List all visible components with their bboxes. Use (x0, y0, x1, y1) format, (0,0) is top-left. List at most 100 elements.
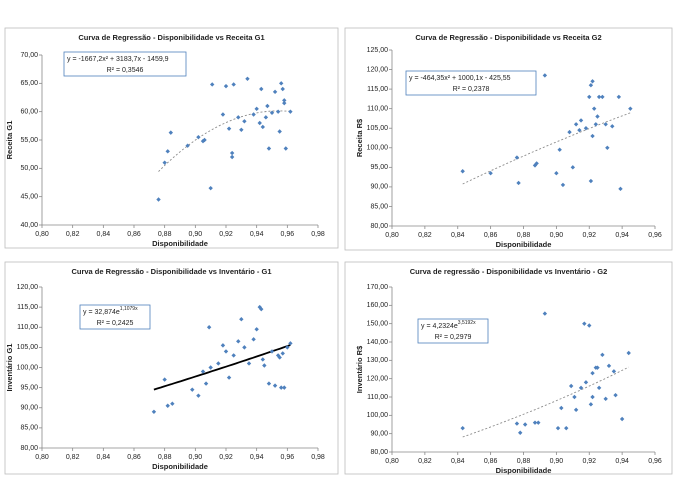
y-tick-label: 90,00 (370, 431, 388, 438)
panel-border (344, 27, 673, 251)
data-point (605, 145, 610, 150)
y-tick-label: 125,00 (367, 47, 389, 54)
data-point (229, 154, 235, 160)
x-tick-label: 0,84 (451, 458, 465, 465)
data-point (265, 103, 270, 109)
data-point (591, 106, 597, 111)
data-point (242, 345, 247, 350)
data-point (251, 337, 256, 342)
y-axis-label: Inventário R$ (355, 345, 364, 393)
data-point (542, 73, 548, 78)
data-point (596, 385, 602, 391)
trendline (462, 112, 631, 185)
data-point (583, 380, 589, 385)
data-point (628, 106, 633, 111)
x-axis-label: Disponibilidade (152, 462, 208, 471)
data-point (564, 425, 569, 431)
x-tick-label: 0,80 (35, 454, 49, 461)
r-squared: R² = 0,2425 (97, 320, 134, 327)
data-point (242, 119, 247, 124)
chart-title: Curva de Regressão - Disponibilidade vs … (415, 33, 601, 42)
chart-panel: Curva de Regressão - Disponibilidade vs … (4, 261, 339, 475)
y-tick-label: 100,00 (17, 364, 39, 371)
x-tick-label: 0,96 (281, 231, 295, 238)
x-tick-label: 0,86 (127, 454, 141, 461)
x-tick-label: 0,96 (648, 458, 662, 465)
equation-box (79, 304, 151, 330)
data-point (611, 369, 617, 374)
x-tick-label: 0,90 (550, 458, 564, 465)
y-tick-label: 105,00 (17, 344, 39, 351)
data-point (514, 155, 520, 160)
data-point (272, 383, 278, 388)
x-tick-label: 0,90 (189, 454, 203, 461)
data-point (239, 317, 244, 322)
data-point (536, 420, 541, 425)
x-tick-label: 0,98 (311, 231, 325, 238)
data-point (259, 306, 264, 312)
y-tick-label: 55,00 (20, 137, 38, 144)
data-point (275, 109, 281, 114)
data-point (613, 392, 618, 398)
y-tick-label: 120,00 (367, 66, 389, 73)
data-point (590, 370, 595, 376)
data-point (231, 353, 236, 358)
x-tick-label: 0,80 (385, 232, 399, 239)
data-point (260, 357, 265, 362)
equation-box (405, 70, 537, 96)
data-point (259, 86, 264, 92)
data-point (522, 422, 528, 427)
y-axis-label: Receita R$ (355, 118, 364, 157)
r-squared: R² = 0,2979 (435, 334, 472, 341)
data-point (196, 134, 201, 140)
data-point (200, 369, 206, 374)
data-point (277, 129, 282, 134)
data-point (254, 327, 259, 332)
x-tick-label: 0,90 (550, 232, 564, 239)
trendline (462, 366, 629, 438)
equation: y = 32,874e1,1079x (83, 306, 138, 316)
data-point (226, 375, 232, 380)
data-point (283, 146, 288, 151)
data-point (206, 325, 212, 330)
data-point (590, 394, 595, 400)
data-point (590, 133, 595, 139)
equation-text: y = 4,2324e (421, 323, 458, 330)
x-axis-label: Disponibilidade (152, 239, 208, 248)
data-point (203, 381, 209, 386)
equation-exponent: 3,5192x (458, 320, 476, 326)
equation-text: y = 32,874e (83, 309, 120, 316)
x-tick-label: 0,80 (385, 458, 399, 465)
y-tick-label: 60,00 (20, 109, 38, 116)
data-point (231, 82, 236, 87)
equation: y = -1667,2x² + 3183,7x - 1459,9 (67, 56, 169, 63)
r-squared: R² = 0,3546 (107, 67, 144, 74)
data-point (285, 345, 290, 350)
y-tick-label: 150,00 (367, 321, 389, 328)
data-point (560, 182, 566, 188)
data-point (460, 169, 465, 174)
data-point (578, 118, 584, 123)
x-tick-label: 0,82 (418, 458, 432, 465)
data-point (220, 343, 226, 348)
data-point (559, 405, 564, 411)
x-axis-label: Disponibilidade (496, 466, 552, 475)
y-tick-label: 85,00 (370, 203, 388, 210)
equation-exponent: 1,1079x (120, 306, 138, 312)
data-point (555, 425, 561, 431)
y-tick-label: 105,00 (367, 125, 389, 132)
data-point (578, 385, 584, 391)
y-tick-label: 130,00 (367, 357, 389, 364)
y-tick-label: 65,00 (20, 80, 38, 87)
data-point (570, 165, 576, 170)
data-point (588, 83, 594, 88)
y-tick-label: 110,00 (367, 394, 388, 401)
equation: y = 4,2324e3,5192x (421, 320, 476, 330)
x-tick-label: 0,86 (484, 458, 498, 465)
data-point (200, 138, 206, 144)
data-point (279, 81, 284, 86)
data-point (165, 403, 170, 408)
data-point (246, 361, 252, 366)
y-tick-label: 80,00 (20, 445, 38, 452)
